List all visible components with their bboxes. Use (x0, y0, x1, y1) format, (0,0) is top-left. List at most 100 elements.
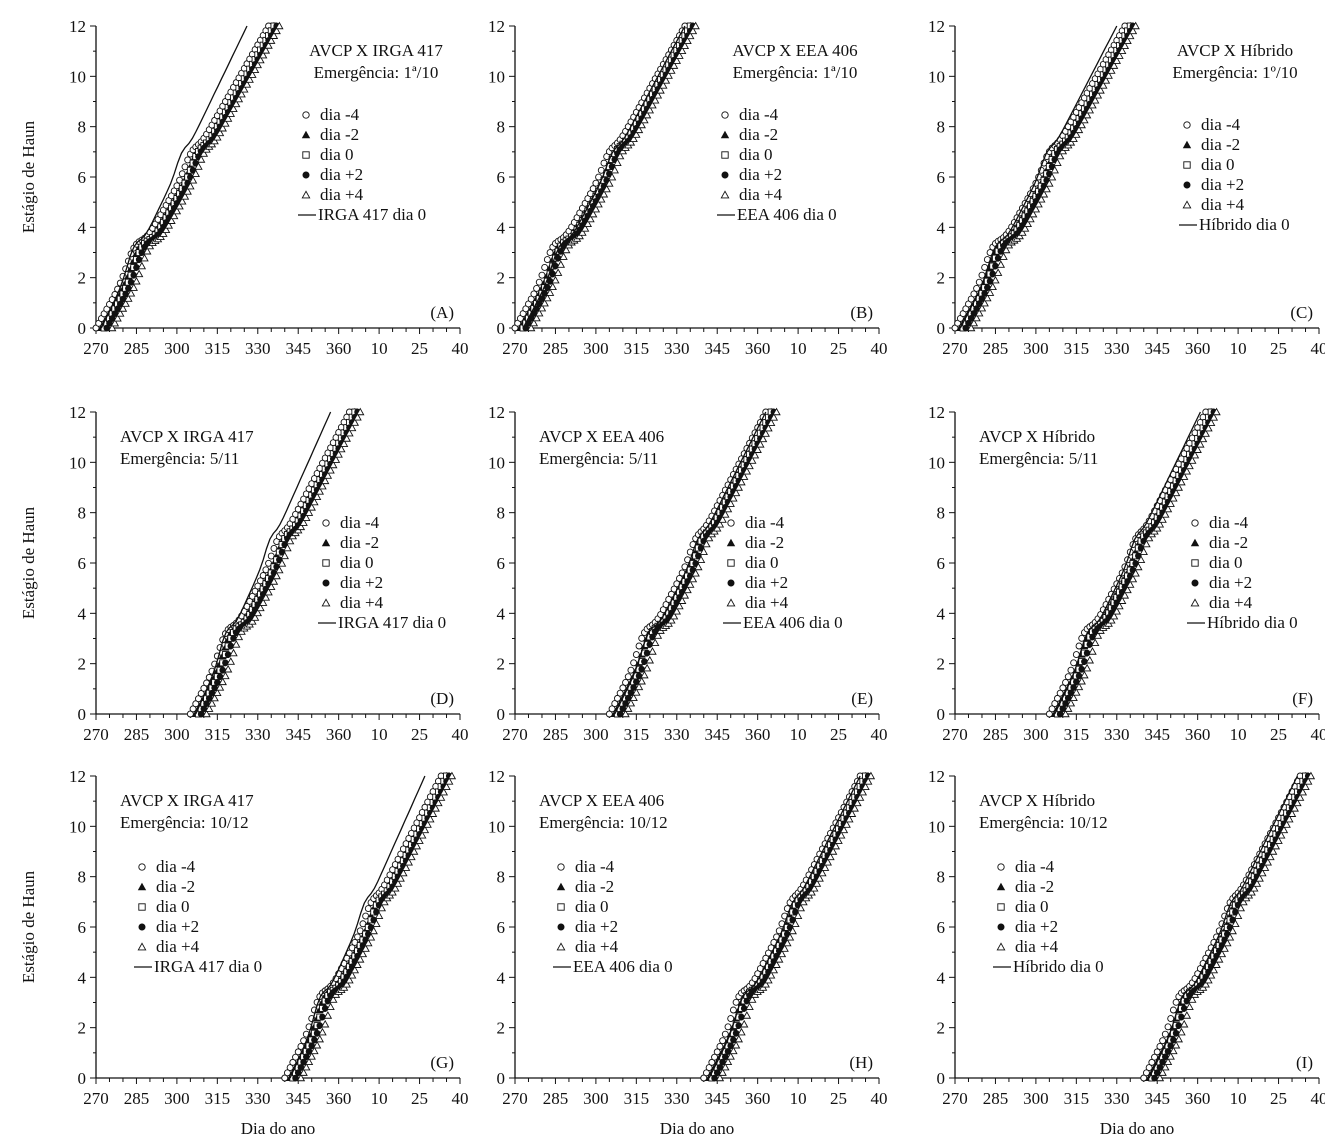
data-point (1089, 633, 1096, 641)
legend-marker (1190, 538, 1200, 547)
legend-marker (997, 863, 1005, 871)
data-point (224, 651, 232, 658)
data-point (272, 571, 281, 580)
data-point (742, 466, 752, 475)
data-point (545, 288, 555, 296)
panel-letter: (D) (430, 689, 454, 708)
series-group (511, 21, 700, 332)
data-point (256, 603, 265, 612)
legend-marker (137, 942, 147, 951)
legend-marker (138, 923, 146, 931)
y-tick-label: 8 (937, 118, 946, 137)
data-point (691, 568, 700, 577)
x-tick-label: 285 (543, 339, 569, 358)
y-tick-label: 6 (497, 918, 506, 937)
y-tick-label: 2 (78, 269, 87, 288)
data-point (1048, 705, 1056, 713)
data-point (992, 262, 999, 270)
y-tick-label: 10 (69, 817, 86, 836)
series-eea-406-dia-0 (522, 25, 686, 329)
data-point (272, 26, 281, 35)
data-point (669, 611, 679, 620)
y-tick-label: 12 (928, 767, 945, 786)
x-tick-label: 40 (1311, 725, 1325, 744)
data-point (329, 460, 338, 469)
data-point (324, 997, 332, 1005)
y-axis-label: Estágio de Haun (19, 506, 38, 619)
data-point (213, 132, 222, 141)
legend-marker (557, 863, 565, 871)
legend-marker (322, 579, 330, 587)
data-point (215, 683, 225, 691)
data-point (970, 290, 978, 298)
data-point (669, 61, 679, 69)
x-tick-label: 330 (1104, 1089, 1130, 1108)
data-point (275, 565, 284, 574)
legend-item: dia +4 (321, 593, 384, 612)
legend-marker (321, 538, 331, 547)
x-tick-label: 10 (371, 339, 388, 358)
x-tick-label: 40 (452, 339, 469, 358)
series-group (281, 771, 457, 1082)
panel-title: AVCP X EEA 406 (539, 791, 664, 810)
data-point (1201, 429, 1210, 437)
legend-label: dia +4 (340, 593, 384, 612)
x-tick-label: 270 (502, 725, 528, 744)
legend-item: IRGA 417 dia 0 (318, 613, 446, 632)
data-point (529, 318, 539, 327)
data-point (269, 577, 279, 585)
data-point (337, 444, 346, 453)
data-point (1206, 418, 1216, 426)
data-point (659, 81, 668, 89)
x-tick-label: 315 (1064, 339, 1090, 358)
data-point (594, 199, 603, 208)
legend-item: dia +4 (1182, 195, 1245, 214)
data-point (1109, 611, 1119, 620)
data-point (130, 271, 138, 279)
legend-item: Híbrido dia 0 (993, 957, 1104, 976)
legend-marker (138, 903, 146, 911)
data-point (1082, 663, 1092, 672)
legend-item: EEA 406 dia 0 (553, 957, 673, 976)
panel-letter: (H) (849, 1053, 873, 1072)
legend-marker (301, 190, 311, 199)
x-tick-label: 330 (245, 339, 271, 358)
x-tick-label: 40 (871, 1089, 888, 1108)
series-dia-+4 (715, 771, 876, 1082)
legend-item: dia 0 (302, 145, 354, 164)
data-point (261, 593, 271, 601)
data-point (107, 323, 117, 332)
data-point (1112, 56, 1121, 64)
data-point (234, 632, 244, 641)
data-point (718, 515, 727, 523)
legend-item: dia -2 (1190, 533, 1248, 552)
data-point (218, 123, 227, 132)
data-point (602, 184, 611, 193)
data-point (1212, 407, 1221, 416)
data-point (742, 1011, 752, 1019)
data-point (347, 423, 357, 432)
x-tick-label: 10 (371, 725, 388, 744)
panel-letter: (I) (1296, 1053, 1313, 1072)
data-point (334, 450, 343, 458)
data-point (196, 155, 206, 163)
legend-marker (1183, 161, 1191, 169)
data-point (1090, 95, 1100, 104)
legend-item: dia 0 (1183, 155, 1235, 174)
data-point (530, 290, 538, 298)
x-tick-label: 315 (624, 339, 650, 358)
legend-item: dia -2 (321, 533, 379, 552)
x-tick-label: 10 (790, 1089, 807, 1108)
data-point (1069, 134, 1078, 143)
y-tick-label: 2 (78, 1019, 87, 1038)
data-point (1144, 533, 1154, 542)
x-tick-label: 315 (205, 725, 231, 744)
data-point (748, 456, 757, 464)
legend-marker (1182, 140, 1192, 149)
y-tick-label: 8 (78, 118, 87, 137)
x-tick-label: 285 (983, 725, 1009, 744)
data-point (248, 617, 257, 625)
legend-label: dia +4 (1209, 593, 1253, 612)
y-tick-label: 0 (937, 319, 946, 338)
data-point (1064, 704, 1073, 712)
